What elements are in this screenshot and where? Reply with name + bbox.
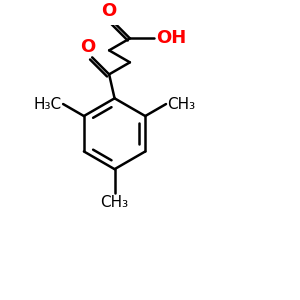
Text: O: O [80, 38, 96, 56]
Text: H₃C: H₃C [34, 97, 62, 112]
Text: CH₃: CH₃ [100, 195, 129, 210]
Text: CH₃: CH₃ [167, 97, 196, 112]
Text: OH: OH [156, 29, 186, 47]
Text: O: O [101, 2, 116, 20]
